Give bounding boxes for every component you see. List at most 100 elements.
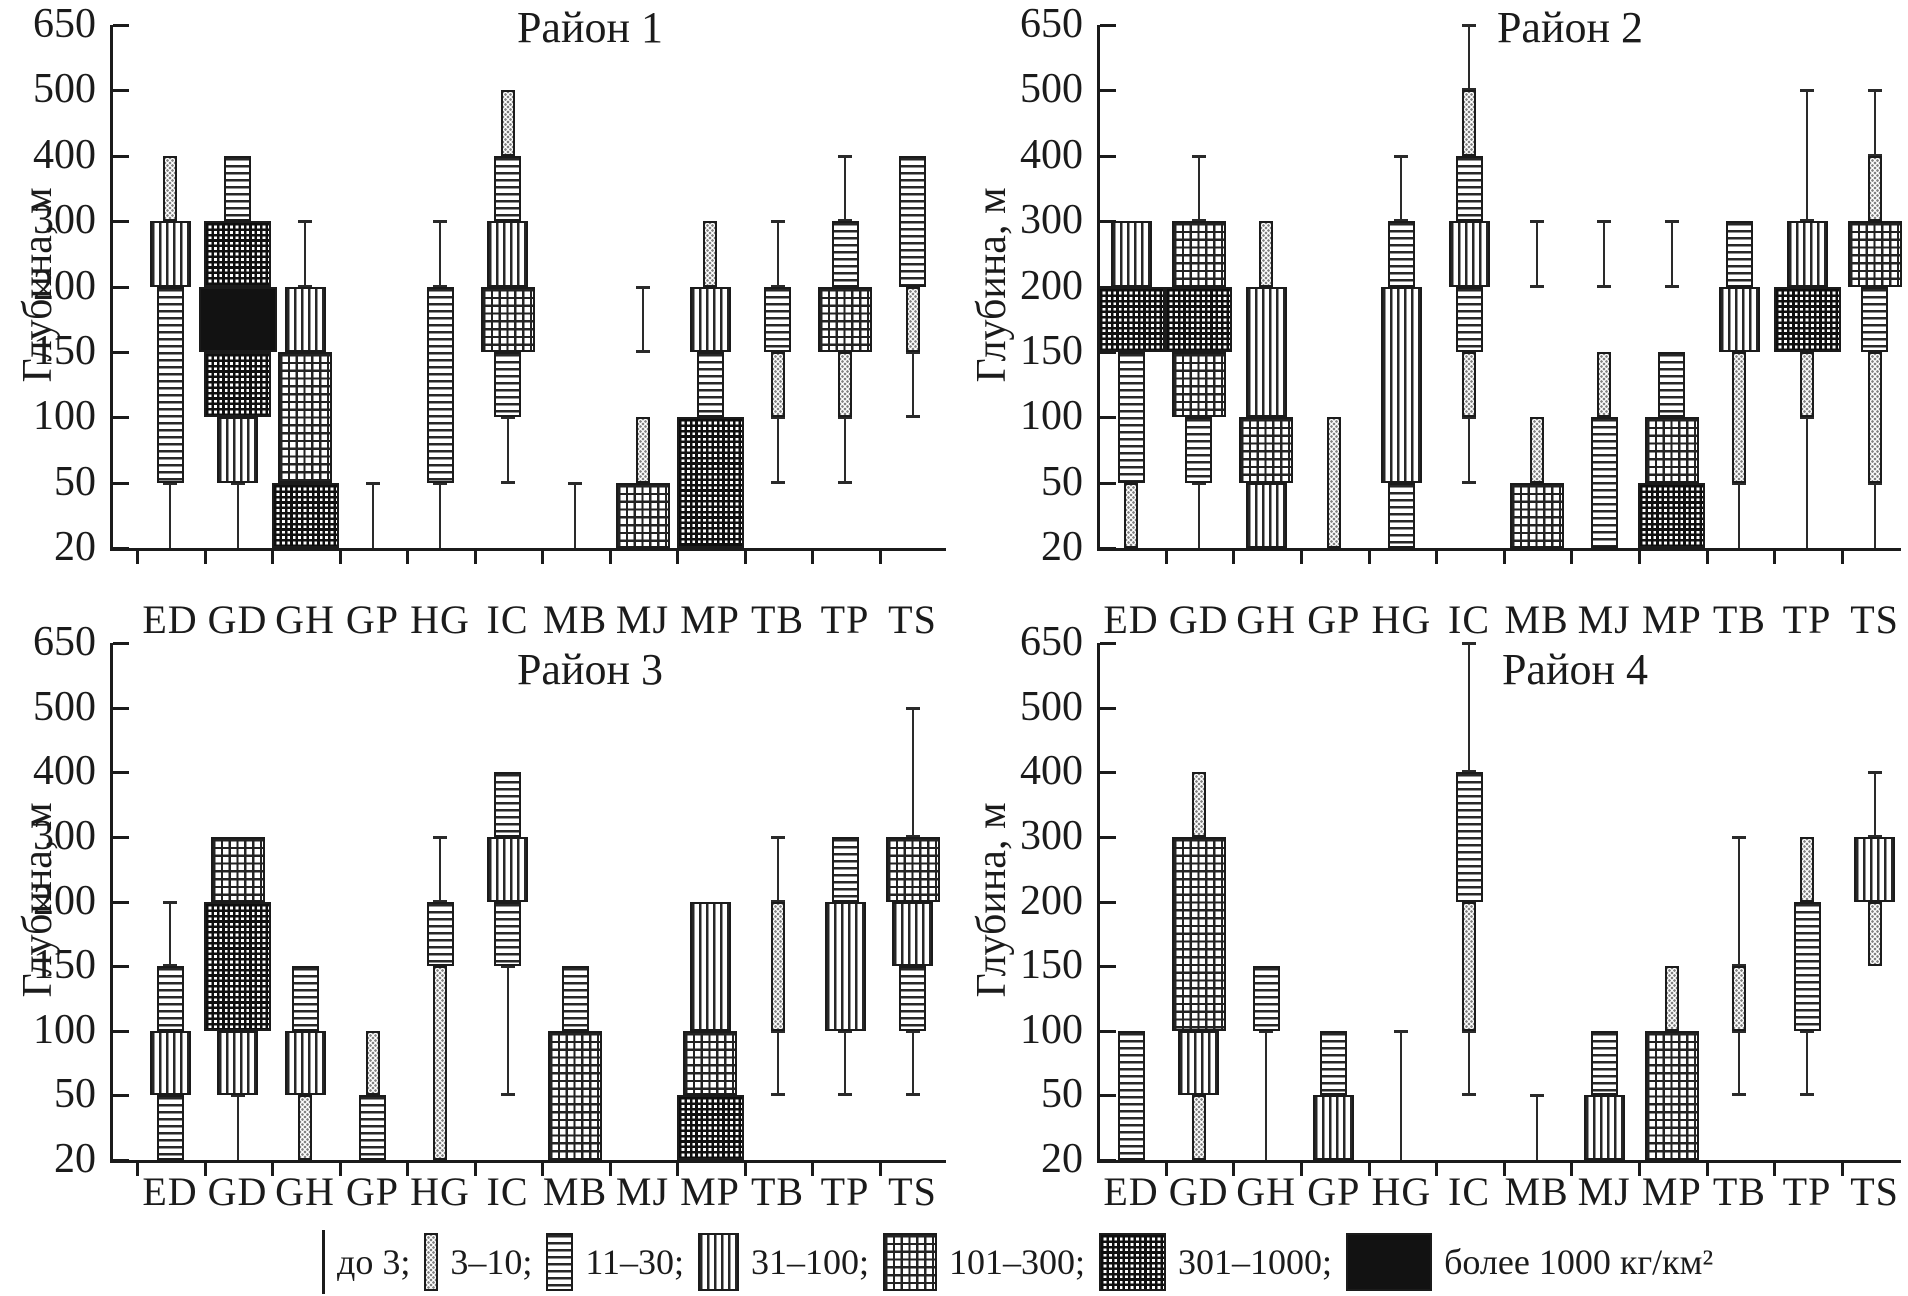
whisker-cap xyxy=(1462,88,1476,92)
whisker xyxy=(1603,221,1606,287)
whisker-cap xyxy=(1800,219,1814,223)
depth-segment xyxy=(210,836,265,902)
whisker xyxy=(169,901,171,967)
depth-segment xyxy=(892,901,933,967)
depth-segment xyxy=(1462,901,1476,1031)
y-tick xyxy=(1100,835,1116,839)
whisker-cap xyxy=(163,481,177,485)
panel-title: Район 3 xyxy=(516,645,664,694)
depth-segment xyxy=(149,1030,191,1096)
depth-segment xyxy=(426,286,454,483)
whisker xyxy=(506,417,509,483)
x-category-label: TP xyxy=(1782,1169,1832,1214)
line-pattern-swatch-icon xyxy=(322,1230,325,1294)
whisker-cap xyxy=(1800,416,1814,420)
depth-segment xyxy=(770,351,785,418)
depth-segment xyxy=(1861,286,1889,352)
x-category-label: TS xyxy=(888,597,937,642)
whisker xyxy=(776,221,779,287)
y-tick-label: 100 xyxy=(33,393,96,440)
y-tick xyxy=(113,24,129,27)
whisker-cap xyxy=(838,1029,852,1033)
x-tick xyxy=(473,1163,477,1176)
x-category-label: MP xyxy=(1641,1169,1702,1214)
whisker xyxy=(371,482,374,548)
whisker xyxy=(844,155,846,222)
legend-label: 3–10; xyxy=(450,1242,533,1282)
depth-segment xyxy=(635,417,650,483)
whisker xyxy=(776,1030,779,1096)
legend-label: более 1000 кг/км² xyxy=(1444,1242,1714,1282)
whisker-cap xyxy=(770,1029,785,1033)
y-tick xyxy=(1100,350,1116,354)
depth-segment xyxy=(1259,221,1274,287)
x-tick xyxy=(1840,1163,1844,1176)
x-category-label: ED xyxy=(1103,1169,1159,1214)
x-tick xyxy=(1435,551,1439,564)
x-category-label: TP xyxy=(820,1169,870,1214)
whisker-cap xyxy=(1462,1093,1476,1097)
whisker-cap xyxy=(770,899,785,903)
legend-item: 31–100; xyxy=(698,1233,869,1291)
x-category-label: GD xyxy=(207,597,268,642)
y-tick xyxy=(113,771,129,775)
whisker-cap xyxy=(1462,24,1476,27)
legend-label: до 3; xyxy=(337,1242,411,1282)
depth-segment xyxy=(1185,417,1213,483)
depth-segment xyxy=(824,901,866,1031)
x-tick xyxy=(1638,1163,1641,1176)
depth-segment xyxy=(494,772,521,837)
whisker-cap xyxy=(1664,220,1679,224)
x-tick xyxy=(203,551,207,564)
legend-label: 31–100; xyxy=(751,1242,870,1282)
whisker xyxy=(1265,1030,1268,1160)
depth-segment xyxy=(1773,286,1841,352)
depth-segment xyxy=(1462,351,1476,418)
y-tick xyxy=(1100,89,1116,93)
whisker-cap xyxy=(905,834,920,838)
x-category-label: MJ xyxy=(615,1169,670,1214)
depth-segment xyxy=(1664,966,1679,1031)
y-tick xyxy=(113,706,129,710)
whisker-cap xyxy=(1664,284,1679,288)
y-tick xyxy=(113,835,129,839)
whisker-cap xyxy=(770,835,785,839)
whisker-cap xyxy=(1529,220,1544,224)
legend-item: более 1000 кг/км² xyxy=(1346,1233,1713,1291)
y-tick-label: 20 xyxy=(54,524,96,570)
y-tick-label: 50 xyxy=(1041,1071,1083,1118)
whisker xyxy=(1197,155,1200,222)
y-tick xyxy=(113,965,129,969)
x-category-label: GP xyxy=(1307,597,1361,642)
x-tick xyxy=(1773,551,1777,564)
whisker xyxy=(776,417,779,483)
whisker xyxy=(236,482,239,548)
y-tick xyxy=(1100,706,1116,710)
y-tick xyxy=(113,1159,129,1162)
depth-segment xyxy=(885,836,940,902)
whisker-cap xyxy=(1867,153,1882,157)
whisker xyxy=(1806,417,1808,548)
whisker-cap xyxy=(905,1029,920,1033)
depth-segment xyxy=(487,221,528,287)
hstripes-pattern-swatch-icon xyxy=(546,1233,574,1291)
depth-segment xyxy=(838,351,852,418)
depth-segment xyxy=(764,286,791,352)
whisker-cap xyxy=(838,1093,852,1097)
depth-segment xyxy=(1800,351,1814,418)
x-tick xyxy=(136,1163,140,1176)
depth-segment xyxy=(1448,221,1490,287)
x-tick xyxy=(811,551,815,564)
whisker-cap xyxy=(1597,284,1612,288)
x-tick xyxy=(1367,1163,1371,1176)
depth-segment xyxy=(1462,90,1476,156)
y-tick xyxy=(113,1094,129,1098)
depth-segment xyxy=(676,1095,744,1160)
y-tick-label: 300 xyxy=(1020,197,1083,244)
depth-segment xyxy=(487,836,528,902)
depth-segment xyxy=(480,286,535,352)
y-tick xyxy=(1100,481,1116,485)
x-category-label: GD xyxy=(207,1169,268,1214)
x-tick xyxy=(608,1163,612,1176)
whisker-cap xyxy=(298,220,312,224)
